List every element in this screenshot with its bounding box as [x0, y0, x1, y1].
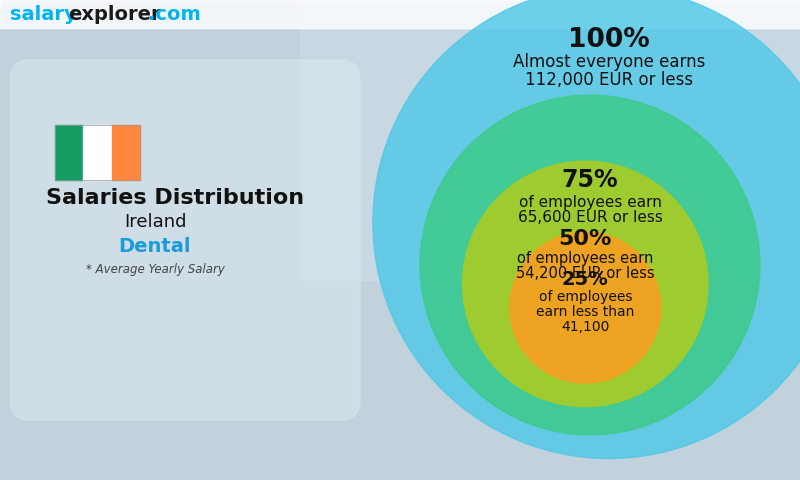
- Circle shape: [510, 232, 661, 383]
- Text: Dental: Dental: [118, 237, 191, 255]
- Text: .com: .com: [148, 4, 201, 24]
- Bar: [55, 125, 140, 180]
- Text: explorer: explorer: [68, 4, 161, 24]
- Text: of employees earn: of employees earn: [517, 252, 654, 266]
- Text: 54,200 EUR or less: 54,200 EUR or less: [516, 266, 654, 281]
- Text: 41,100: 41,100: [561, 321, 610, 335]
- Bar: [300, 0, 800, 280]
- Bar: [55, 125, 83, 180]
- Text: earn less than: earn less than: [536, 305, 634, 320]
- Text: salary: salary: [10, 4, 77, 24]
- Text: of employees earn: of employees earn: [518, 194, 662, 209]
- Bar: [112, 125, 140, 180]
- Text: 50%: 50%: [558, 229, 612, 249]
- Text: Salaries Distribution: Salaries Distribution: [46, 188, 304, 208]
- FancyBboxPatch shape: [10, 60, 360, 420]
- Circle shape: [373, 0, 800, 458]
- Circle shape: [462, 161, 708, 407]
- Text: Ireland: Ireland: [124, 213, 186, 231]
- Text: 75%: 75%: [562, 168, 618, 192]
- Text: of employees: of employees: [538, 290, 632, 304]
- Text: * Average Yearly Salary: * Average Yearly Salary: [86, 264, 225, 276]
- Text: 112,000 EUR or less: 112,000 EUR or less: [525, 71, 693, 89]
- Text: 100%: 100%: [568, 27, 650, 53]
- Text: 25%: 25%: [562, 270, 609, 289]
- Bar: [0, 0, 800, 28]
- Circle shape: [420, 95, 760, 435]
- Text: Almost everyone earns: Almost everyone earns: [513, 53, 705, 71]
- Text: 65,600 EUR or less: 65,600 EUR or less: [518, 211, 662, 226]
- Bar: [83, 125, 112, 180]
